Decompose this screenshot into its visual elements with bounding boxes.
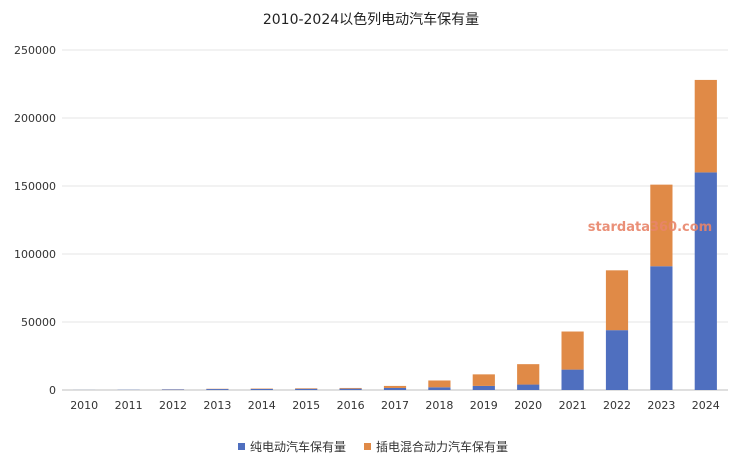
- bar-bev: [206, 389, 229, 390]
- bar-phev: [517, 364, 540, 385]
- legend-label: 纯电动汽车保有量: [250, 439, 346, 454]
- x-tick-label: 2020: [514, 399, 542, 412]
- bar-phev: [428, 380, 451, 388]
- bar-phev: [694, 79, 717, 173]
- bar-phev: [383, 385, 407, 388]
- bar-bev: [605, 330, 629, 390]
- x-tick-label: 2010: [70, 399, 98, 412]
- watermark: stardata360.com: [588, 220, 712, 235]
- bar-bev: [561, 369, 584, 390]
- bar-bev: [250, 388, 273, 390]
- bar-bev: [339, 388, 362, 390]
- y-axis-ticks: 0 50000 100000 150000 200000 250000: [14, 44, 56, 397]
- bar-phev: [561, 331, 584, 370]
- bar-bev: [428, 387, 451, 390]
- x-tick-label: 2024: [692, 399, 720, 412]
- x-axis: 2010 2011 2012 2013 2014 2015 2016 2017 2018 2019…: [70, 399, 720, 412]
- y-tick-label: 150000: [14, 180, 56, 193]
- legend: 纯电动汽车保有量 插电混合动力汽车保有量: [238, 439, 508, 454]
- y-tick-label: 0: [49, 384, 56, 397]
- x-tick-label: 2013: [203, 399, 231, 412]
- y-tick-label: 250000: [14, 44, 56, 57]
- x-tick-label: 2016: [337, 399, 365, 412]
- x-tick-label: 2017: [381, 399, 409, 412]
- bar-bev: [472, 385, 495, 390]
- x-tick-label: 2015: [292, 399, 320, 412]
- bar-phev: [295, 388, 318, 389]
- y-tick-label: 100000: [14, 248, 56, 261]
- legend-swatch: [364, 443, 371, 450]
- y-tick-label: 50000: [21, 316, 56, 329]
- x-tick-label: 2023: [647, 399, 675, 412]
- bar-phev: [339, 387, 362, 389]
- x-tick-label: 2014: [248, 399, 276, 412]
- chart-title: 2010-2024以色列电动汽车保有量: [263, 11, 479, 28]
- legend-label: 插电混合动力汽车保有量: [376, 439, 508, 454]
- x-tick-label: 2022: [603, 399, 631, 412]
- bar-phev: [605, 270, 629, 331]
- x-tick-label: 2021: [559, 399, 587, 412]
- legend-swatch: [238, 443, 245, 450]
- bar-bev: [161, 389, 185, 390]
- x-tick-label: 2011: [115, 399, 143, 412]
- bar-bev: [650, 266, 673, 390]
- bar-bev: [517, 384, 540, 390]
- x-tick-label: 2012: [159, 399, 187, 412]
- bars: [73, 79, 717, 390]
- bar-bev: [694, 172, 717, 390]
- y-tick-label: 200000: [14, 112, 56, 125]
- bar-bev: [383, 387, 407, 390]
- bar-phev: [650, 184, 673, 267]
- x-tick-label: 2019: [470, 399, 498, 412]
- bar-phev: [472, 374, 495, 386]
- bar-bev: [295, 388, 318, 390]
- x-tick-label: 2018: [425, 399, 453, 412]
